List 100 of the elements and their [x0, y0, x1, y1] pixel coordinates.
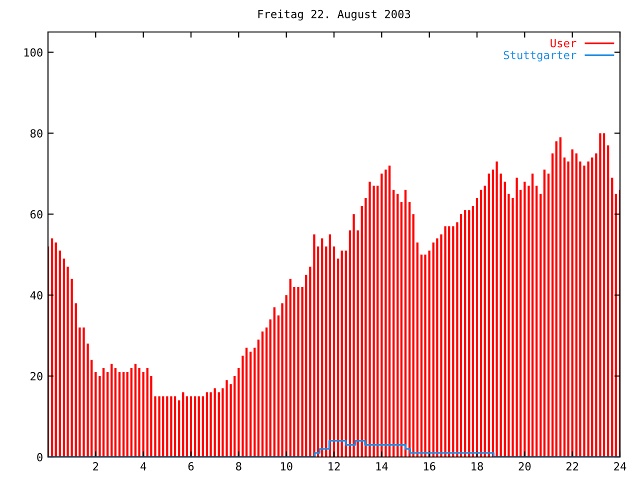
- bar: [328, 234, 332, 457]
- x-tick-label: 2: [93, 462, 98, 470]
- bar: [432, 242, 434, 457]
- bar: [444, 226, 446, 457]
- bar: [408, 202, 411, 457]
- bar: [543, 170, 546, 457]
- bar: [551, 153, 554, 457]
- bar: [464, 210, 466, 457]
- bar: [587, 162, 590, 457]
- bar: [332, 246, 336, 457]
- bar: [130, 368, 132, 457]
- bar: [404, 190, 407, 457]
- bar: [94, 372, 97, 457]
- bar: [122, 372, 125, 457]
- bar: [448, 226, 450, 457]
- x-tick-label: 22: [566, 462, 578, 470]
- bar: [273, 307, 276, 457]
- bar: [281, 303, 284, 457]
- bar: [488, 174, 490, 457]
- bar: [110, 364, 113, 457]
- legend-label: User: [550, 39, 576, 48]
- bar: [388, 166, 391, 457]
- bar: [496, 162, 498, 457]
- bar: [476, 198, 478, 457]
- bar: [166, 396, 168, 457]
- bar: [516, 178, 518, 457]
- bar: [126, 372, 128, 457]
- bar: [376, 186, 379, 457]
- bar: [392, 190, 395, 457]
- bar: [245, 348, 248, 457]
- bar: [547, 174, 550, 457]
- x-tick-label: 8: [236, 462, 242, 471]
- chart-title: Freitag 22. August 2003: [258, 10, 410, 20]
- bar: [368, 182, 371, 457]
- bar: [321, 238, 324, 457]
- bar: [250, 352, 252, 457]
- bar: [555, 141, 558, 457]
- bar: [424, 254, 426, 457]
- bar: [396, 194, 399, 457]
- bar: [146, 368, 148, 457]
- bar: [420, 254, 423, 457]
- bar: [607, 145, 610, 457]
- bar: [460, 214, 462, 457]
- x-tick-label: 14: [376, 462, 388, 470]
- bar: [614, 194, 618, 457]
- bar: [210, 392, 212, 457]
- bar: [74, 303, 77, 457]
- bar: [352, 214, 355, 457]
- bar: [289, 278, 292, 457]
- bar: [138, 368, 140, 457]
- y-tick-label: 0: [37, 453, 42, 462]
- bar: [559, 137, 562, 457]
- bar: [162, 396, 164, 457]
- bar: [500, 174, 502, 457]
- x-tick-label: 12: [328, 462, 340, 470]
- bar: [524, 182, 526, 457]
- bar: [142, 372, 144, 457]
- bar: [452, 226, 454, 457]
- x-tick-label: 20: [518, 462, 531, 471]
- bar: [400, 202, 403, 457]
- bar: [428, 250, 430, 457]
- bar: [540, 194, 542, 457]
- bar: [583, 166, 586, 457]
- bar: [472, 206, 474, 457]
- bar: [58, 250, 61, 457]
- y-tick-label: 80: [30, 129, 42, 138]
- y-tick-label: 40: [30, 291, 42, 300]
- bar: [344, 250, 347, 457]
- bar: [114, 368, 117, 457]
- bar: [595, 153, 598, 457]
- bar: [257, 340, 260, 457]
- bar: [309, 266, 312, 457]
- bar: [238, 368, 240, 457]
- bar: [174, 396, 176, 457]
- bar: [356, 230, 359, 457]
- bar: [134, 364, 137, 457]
- bar: [536, 186, 538, 457]
- bar: [82, 327, 85, 457]
- bar: [571, 149, 574, 457]
- bar: [285, 295, 288, 457]
- bar: [226, 380, 228, 457]
- bar: [611, 178, 614, 457]
- bar: [313, 234, 316, 457]
- bar: [170, 396, 172, 457]
- bar: [54, 242, 57, 457]
- bar: [372, 186, 375, 457]
- bar: [106, 372, 109, 457]
- bar: [269, 319, 272, 457]
- y-tick-label: 60: [30, 210, 42, 219]
- bar: [591, 157, 594, 457]
- bar: [563, 157, 566, 457]
- bar: [190, 396, 192, 457]
- x-tick-label: 24: [614, 462, 626, 470]
- bar: [336, 258, 340, 457]
- bar: [340, 250, 343, 457]
- x-tick-label: 18: [472, 462, 483, 471]
- y-tick-label: 20: [30, 372, 42, 380]
- bar: [202, 396, 204, 457]
- bar: [254, 348, 256, 457]
- x-tick-label: 4: [140, 462, 146, 470]
